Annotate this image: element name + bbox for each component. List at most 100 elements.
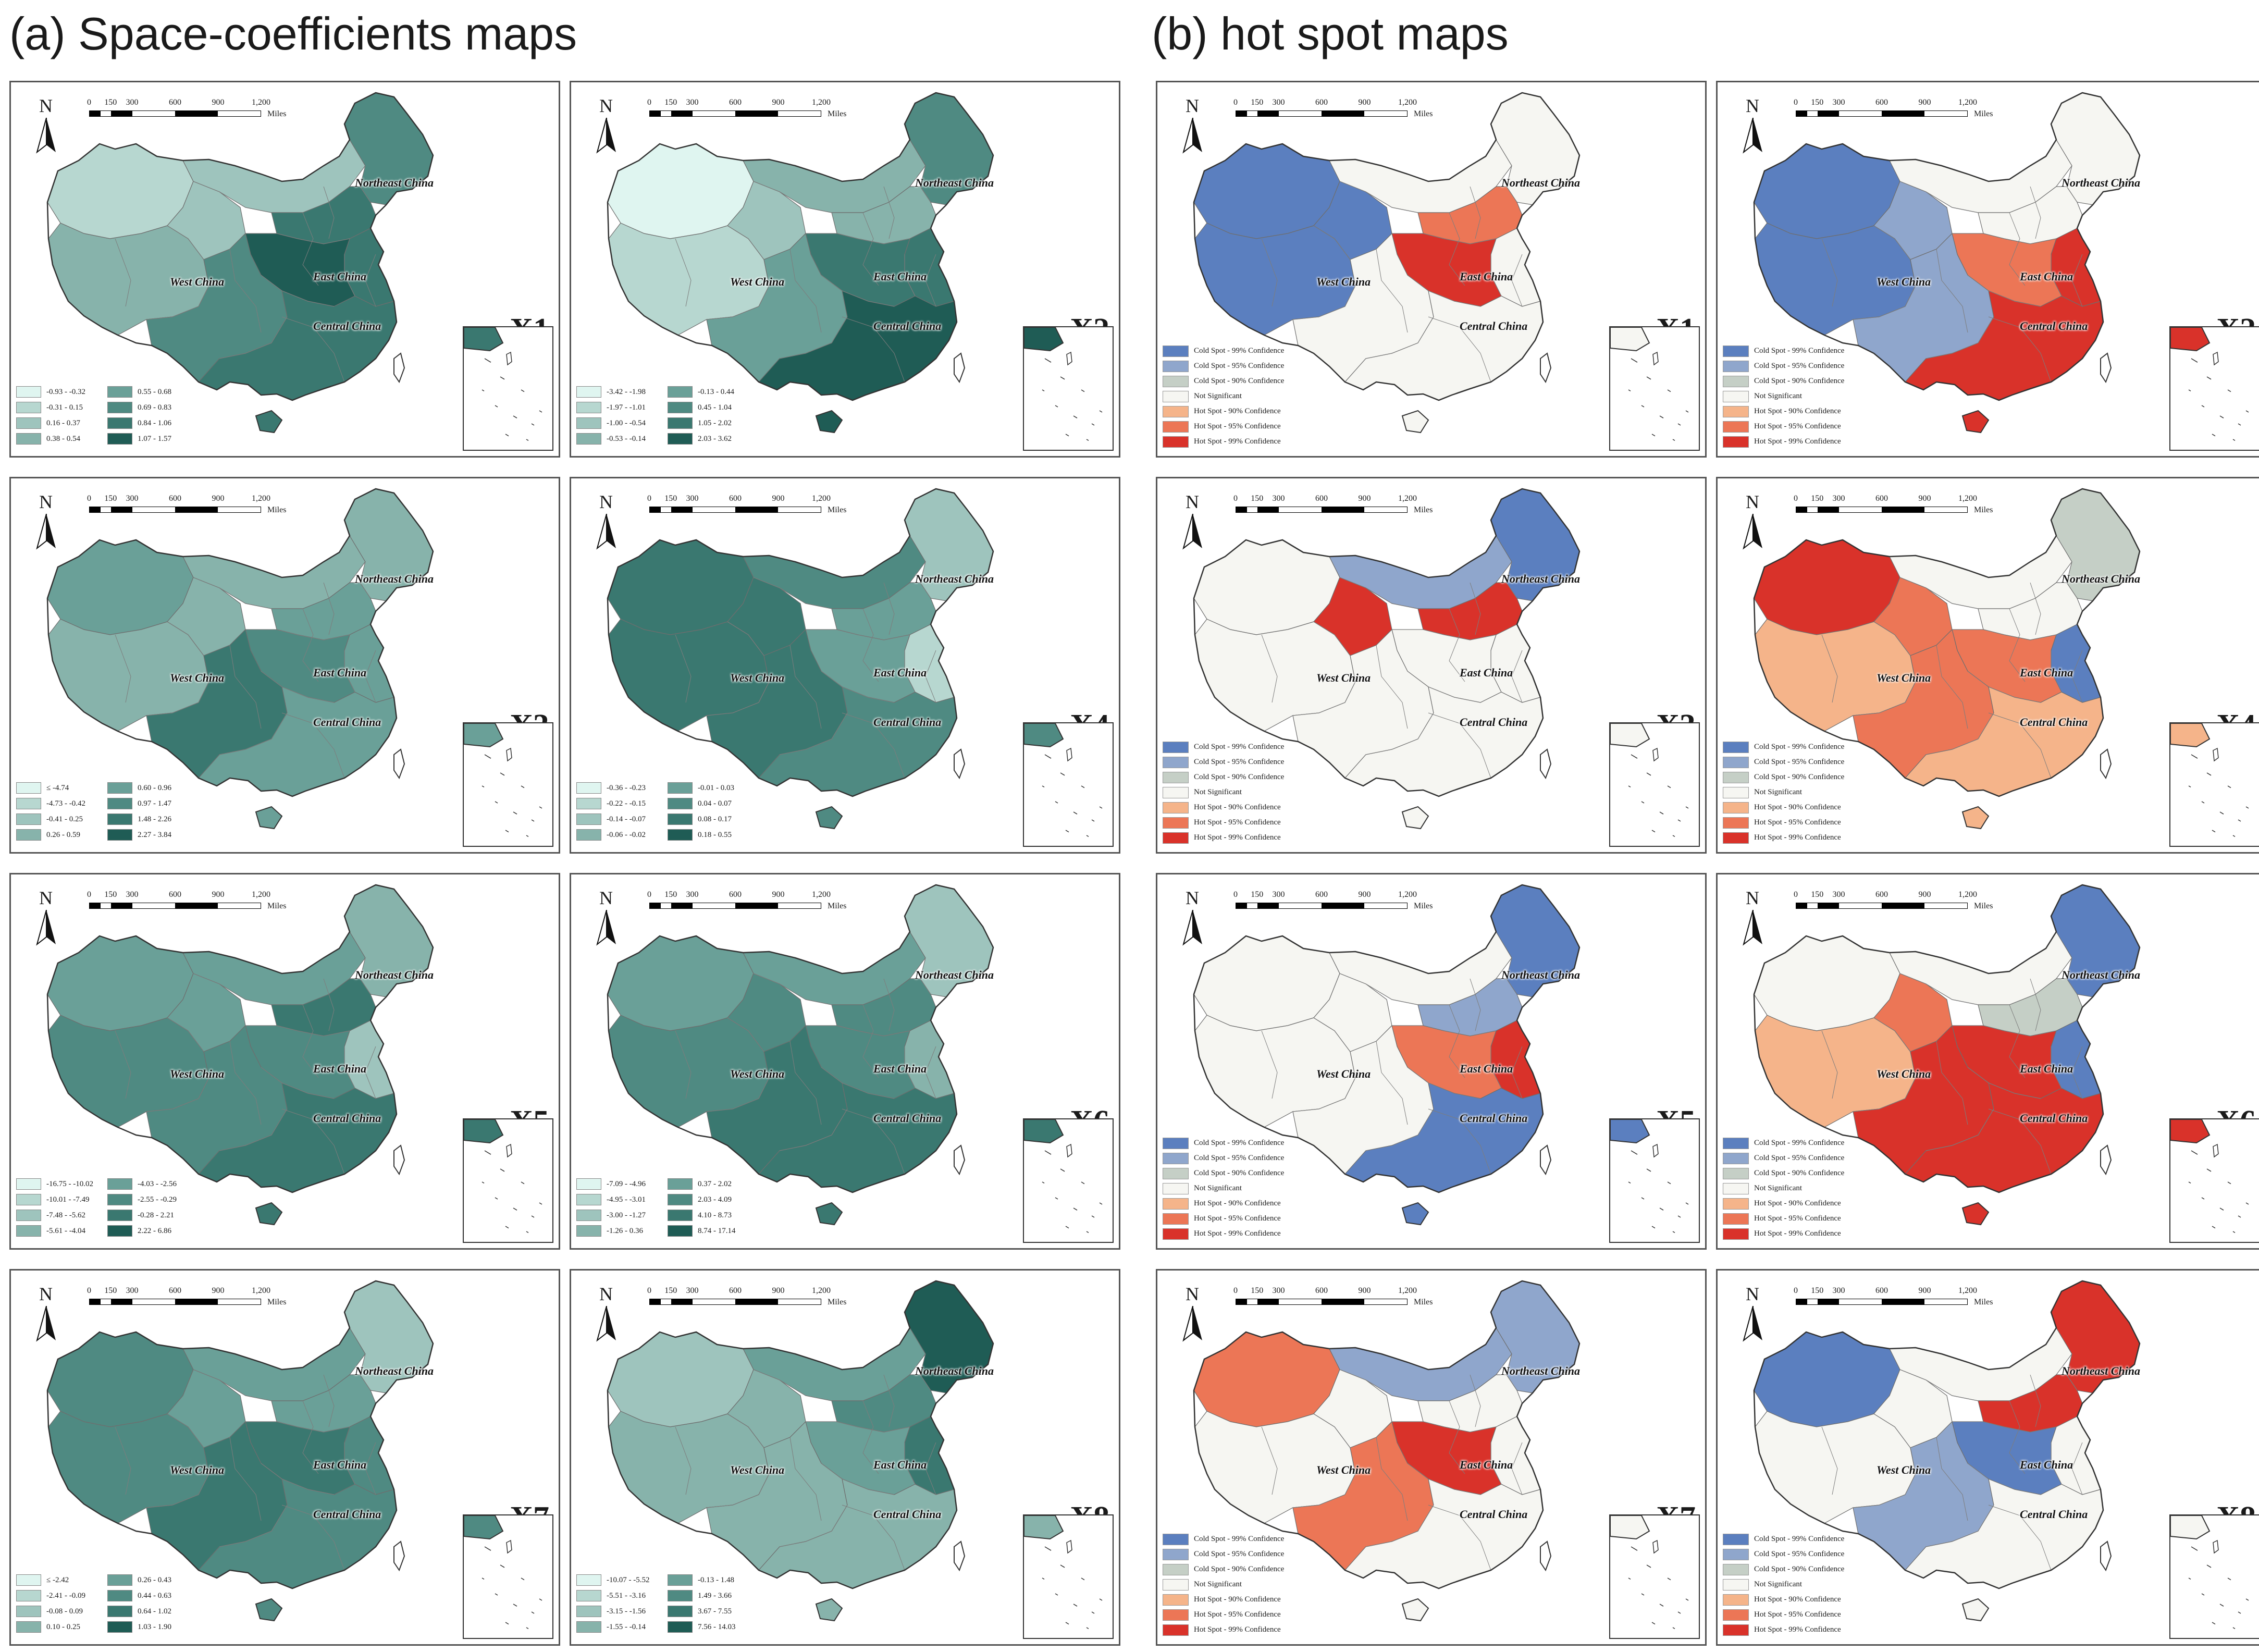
legend-swatch — [1723, 1609, 1749, 1621]
scale-tick: 150 — [1251, 890, 1264, 899]
legend-label: -0.22 - -0.15 — [607, 799, 646, 808]
country-outline — [46, 1280, 434, 1589]
province-border — [675, 1426, 692, 1495]
hotspot-map — [1753, 92, 2141, 434]
province-border — [1313, 225, 1351, 260]
province-border — [1967, 1463, 2041, 1495]
province-border — [1490, 254, 1502, 297]
legend-swatch — [1723, 1167, 1749, 1179]
region-fills — [1194, 1281, 1579, 1588]
hainan-island — [1401, 410, 1429, 434]
region-label-northeast: Northeast China — [2062, 968, 2140, 981]
legend-swatch — [16, 1590, 41, 1601]
province-border — [1853, 1473, 1916, 1508]
hainan-island — [1961, 1202, 1990, 1226]
north-arrow-icon — [36, 118, 56, 154]
scale-tick: 300 — [1272, 1286, 1285, 1295]
legend-item: Cold Spot - 95% Confidence — [1723, 1547, 1858, 1562]
legend-item: 0.38 - 0.54 — [16, 431, 102, 447]
province-border — [344, 1443, 355, 1485]
legend-item: Cold Spot - 95% Confidence — [1163, 1151, 1298, 1166]
province-border — [2030, 1374, 2041, 1427]
scale-units: Miles — [1974, 1298, 1993, 1306]
legend-swatch — [16, 798, 41, 809]
scale-tick: 1,200 — [1958, 98, 1977, 107]
scale-tick: 0 — [1233, 494, 1238, 503]
scale-tick: 150 — [104, 1286, 117, 1295]
province-border — [1988, 1108, 2052, 1175]
region-label-west: West China — [1877, 275, 1931, 288]
province-border — [1365, 1108, 1434, 1151]
province-border — [302, 1400, 319, 1474]
scale-tick: 1,200 — [812, 890, 831, 899]
hainan-island — [1401, 1202, 1429, 1226]
hainan-island — [1961, 806, 1990, 830]
scale-tick: 0 — [1794, 1286, 1798, 1295]
province-border — [920, 561, 931, 599]
legend-item: Hot Spot - 95% Confidence — [1723, 1211, 1858, 1226]
legend-label: Cold Spot - 95% Confidence — [1194, 1550, 1285, 1558]
hainan-island — [255, 410, 283, 434]
legend-swatch — [1163, 741, 1189, 753]
legend-label: 2.03 - 4.09 — [698, 1195, 732, 1204]
legend-label: 1.49 - 3.66 — [698, 1591, 732, 1600]
legend-swatch — [107, 1590, 132, 1601]
hainan-island — [815, 806, 843, 830]
region-label-west: West China — [1877, 671, 1931, 684]
legend-item: -5.51 - -3.16 — [576, 1588, 662, 1604]
province-border — [1873, 1017, 1911, 1052]
legend-swatch — [107, 813, 132, 825]
legend-item: Cold Spot - 90% Confidence — [1163, 770, 1298, 785]
legend-swatch — [1163, 1624, 1189, 1636]
legend-item: -0.41 - 0.25 — [16, 811, 102, 827]
legend-item: -1.55 - -0.14 — [576, 1619, 662, 1635]
legend-item: -1.97 - -1.01 — [576, 400, 662, 415]
scale-tick: 900 — [1918, 890, 1931, 899]
hainan-island — [1401, 806, 1429, 830]
province-border — [1936, 645, 1968, 729]
province-border — [1339, 181, 1418, 213]
legend-label: -0.28 - 2.21 — [138, 1211, 174, 1219]
province-border — [2051, 254, 2062, 297]
coefficient-map-panel: N 0 150 300 600 900 1,200 Miles Northeast China W… — [9, 873, 560, 1250]
scale-tick: 1,200 — [1398, 494, 1417, 503]
province-border — [883, 978, 895, 1031]
region-fills — [47, 885, 433, 1192]
scale-tick: 1,200 — [252, 494, 270, 503]
region-label-west: West China — [1316, 671, 1371, 684]
north-arrow-icon — [36, 910, 56, 946]
coefficient-legend: ≤ -2.42 -2.41 - -0.09 -0.08 - 0.09 0.10 - 0… — [16, 1572, 193, 1640]
legend-label: Cold Spot - 90% Confidence — [1754, 377, 1845, 385]
province-border — [842, 1505, 905, 1571]
north-arrow: N — [1178, 491, 1209, 550]
north-label: N — [1746, 1284, 1759, 1304]
legend-item: -4.95 - -3.01 — [576, 1192, 662, 1207]
hotspot-map — [1753, 884, 2141, 1226]
legend-item: Hot Spot - 99% Confidence — [1723, 1226, 1858, 1241]
legend-swatch — [1163, 802, 1189, 813]
region-label-central: Central China — [1460, 319, 1528, 332]
taiwan-island — [1540, 352, 1552, 384]
legend-label: Hot Spot - 90% Confidence — [1754, 803, 1841, 811]
legend-label: -7.09 - -4.96 — [607, 1179, 646, 1188]
province-border — [323, 1374, 335, 1427]
province-border — [862, 1004, 879, 1078]
province-border — [146, 681, 209, 716]
scale-bar: 0 150 300 600 900 1,200 Miles — [647, 98, 846, 129]
legend-swatch — [576, 1574, 601, 1586]
hotspot-legend: Cold Spot - 99% Confidence Cold Spot - 95… — [1723, 1136, 1858, 1245]
legend-swatch — [107, 1621, 132, 1633]
region-label-central: Central China — [1460, 1112, 1528, 1125]
scale-tick: 0 — [647, 1286, 651, 1295]
province-border — [706, 681, 770, 716]
country-outline — [1193, 884, 1581, 1193]
scale-bar-segments — [89, 110, 261, 117]
legend-item: 2.03 - 4.09 — [668, 1192, 754, 1207]
province-border — [1365, 316, 1434, 359]
scale-units: Miles — [828, 506, 847, 514]
legend-swatch — [1723, 741, 1749, 753]
province-border — [2030, 186, 2041, 239]
legend-item: -0.53 - -0.14 — [576, 431, 662, 447]
legend-swatch — [16, 1210, 41, 1221]
province-border — [1449, 212, 1465, 286]
